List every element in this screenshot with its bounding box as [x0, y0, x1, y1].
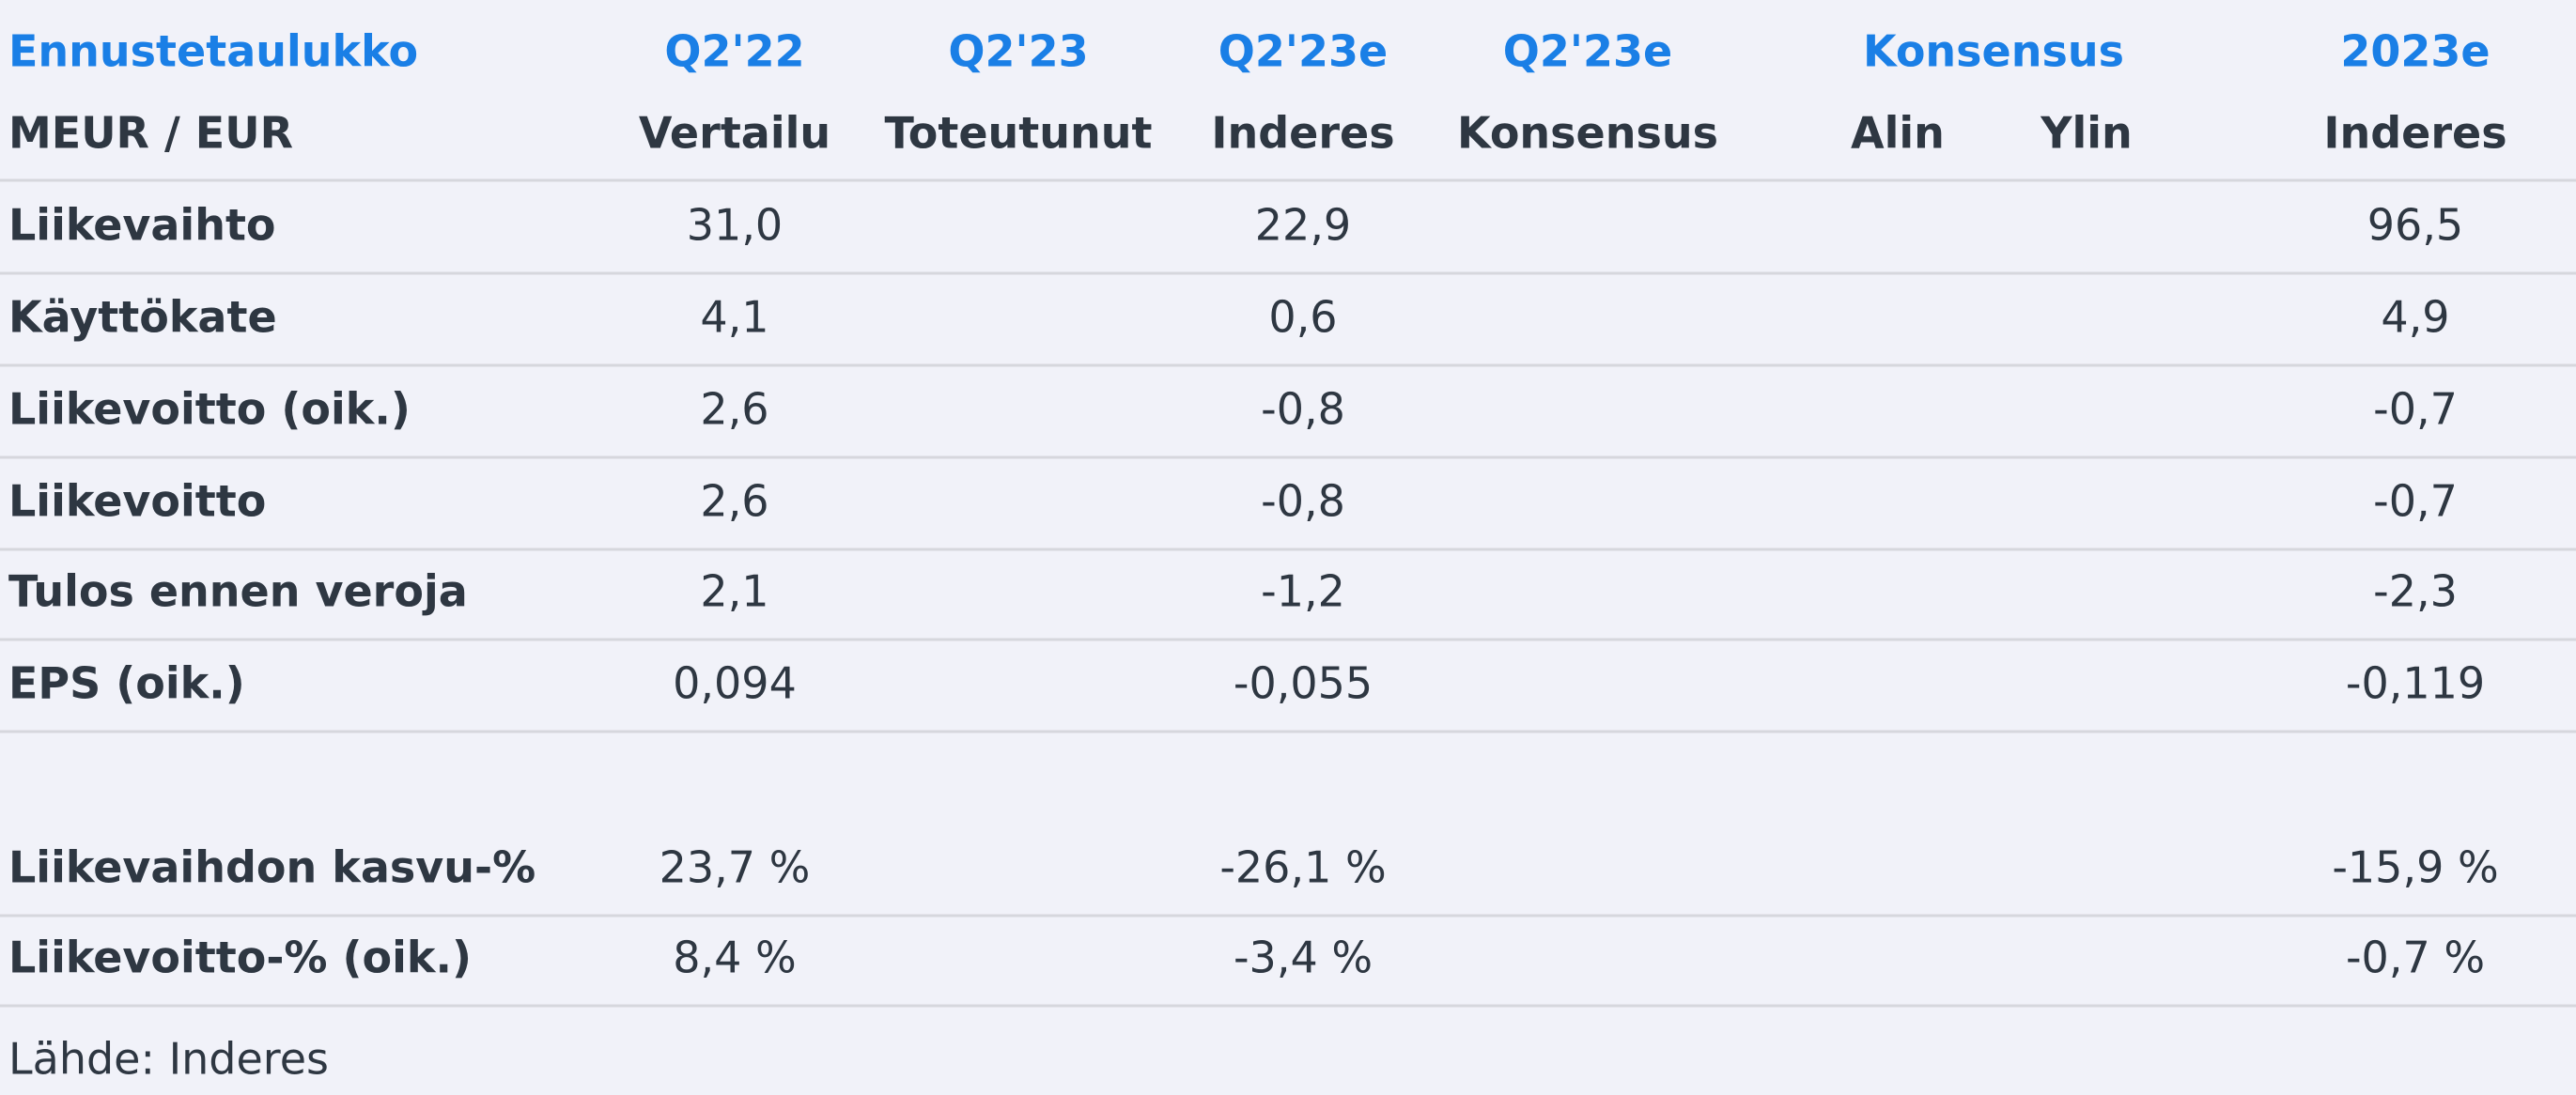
- header-title: Q2'23e: [1503, 26, 1672, 77]
- cell-value: -0,055: [1234, 658, 1373, 709]
- cell-value: -0,7: [2373, 384, 2458, 435]
- cell-value: -0,119: [2346, 658, 2485, 709]
- header-title: Q2'23e: [1218, 26, 1388, 77]
- cell-value: 2,1: [700, 566, 768, 617]
- cell-value: -0,7 %: [2346, 933, 2485, 983]
- row-label: Tulos ennen veroja: [8, 566, 468, 617]
- header-subtitle: Vertailu: [639, 108, 830, 159]
- header-subtitle: Ylin: [2040, 108, 2133, 159]
- cell-value: 96,5: [2367, 200, 2463, 251]
- cell-value: -0,8: [1261, 384, 1345, 435]
- source-note: Lähde: Inderes: [8, 1034, 329, 1085]
- cell-value: 8,4 %: [673, 933, 797, 983]
- row-label: Liikevaihdon kasvu-%: [8, 842, 535, 893]
- row-label: Liikevoitto: [8, 476, 266, 527]
- header-subtitle: Toteutunut: [884, 108, 1152, 159]
- cell-value: 0,094: [673, 658, 797, 709]
- cell-value: 22,9: [1255, 200, 1351, 251]
- header-subtitle: Inderes: [1211, 108, 1394, 159]
- header-subtitle: Konsensus: [1457, 108, 1718, 159]
- cell-value: -0,8: [1261, 476, 1345, 527]
- cell-value: -26,1 %: [1219, 842, 1386, 893]
- cell-value: 4,9: [2381, 292, 2449, 343]
- header-subtitle: Inderes: [2323, 108, 2506, 159]
- header-subtitle: Alin: [1851, 108, 1945, 159]
- cell-value: -3,4 %: [1234, 933, 1373, 983]
- header-title: 2023e: [2340, 26, 2490, 77]
- cell-value: 4,1: [700, 292, 768, 343]
- cell-value: -0,7: [2373, 476, 2458, 527]
- header-title: Ennustetaulukko: [8, 26, 418, 77]
- row-label: Käyttökate: [8, 292, 277, 343]
- row-label: Liikevoitto-% (oik.): [8, 933, 472, 983]
- row-label: EPS (oik.): [8, 658, 245, 709]
- row-label: Liikevoitto (oik.): [8, 384, 411, 435]
- cell-value: 2,6: [700, 476, 768, 527]
- header-title: Konsensus: [1863, 26, 2124, 77]
- row-label: Liikevaihto: [8, 200, 276, 251]
- cell-value: -2,3: [2373, 566, 2458, 617]
- cell-value: 2,6: [700, 384, 768, 435]
- header-title: Q2'23: [948, 26, 1088, 77]
- cell-value: -1,2: [1261, 566, 1345, 617]
- cell-value: -15,9 %: [2332, 842, 2498, 893]
- cell-value: 0,6: [1268, 292, 1337, 343]
- header-subtitle: MEUR / EUR: [8, 108, 293, 159]
- cell-value: 31,0: [687, 200, 783, 251]
- header-title: Q2'22: [664, 26, 804, 77]
- cell-value: 23,7 %: [660, 842, 811, 893]
